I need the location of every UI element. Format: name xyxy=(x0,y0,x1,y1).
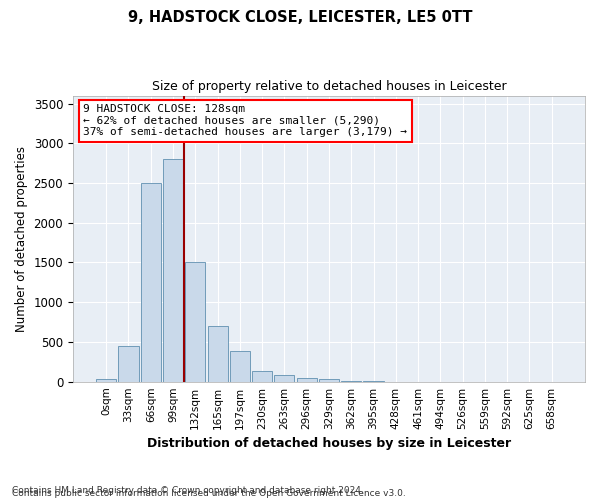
Bar xyxy=(296,378,317,382)
Bar xyxy=(274,376,295,382)
Bar xyxy=(163,159,183,382)
Bar xyxy=(341,381,361,382)
Title: Size of property relative to detached houses in Leicester: Size of property relative to detached ho… xyxy=(152,80,506,93)
Bar xyxy=(141,183,161,382)
Bar xyxy=(208,326,227,382)
Bar xyxy=(96,380,116,382)
Text: 9 HADSTOCK CLOSE: 128sqm
← 62% of detached houses are smaller (5,290)
37% of sem: 9 HADSTOCK CLOSE: 128sqm ← 62% of detach… xyxy=(83,104,407,138)
Bar xyxy=(185,262,205,382)
Bar xyxy=(118,346,139,382)
Bar xyxy=(319,380,339,382)
Text: 9, HADSTOCK CLOSE, LEICESTER, LE5 0TT: 9, HADSTOCK CLOSE, LEICESTER, LE5 0TT xyxy=(128,10,472,25)
Bar xyxy=(230,352,250,382)
Y-axis label: Number of detached properties: Number of detached properties xyxy=(15,146,28,332)
Text: Contains HM Land Registry data © Crown copyright and database right 2024.: Contains HM Land Registry data © Crown c… xyxy=(12,486,364,495)
Text: Contains public sector information licensed under the Open Government Licence v3: Contains public sector information licen… xyxy=(12,488,406,498)
Bar xyxy=(252,370,272,382)
X-axis label: Distribution of detached houses by size in Leicester: Distribution of detached houses by size … xyxy=(147,437,511,450)
